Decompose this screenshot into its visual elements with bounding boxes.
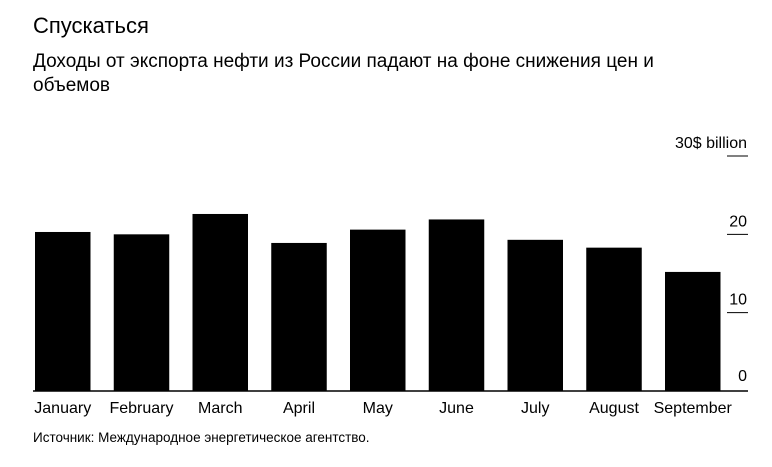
bar-may: [350, 229, 406, 391]
y-tick-label-30: 30$ billion: [675, 135, 747, 152]
x-tick-label-february: February: [109, 400, 173, 417]
bar-august: [586, 247, 642, 391]
x-tick-label-march: March: [198, 400, 242, 417]
x-tick-label-january: January: [34, 400, 91, 417]
y-tick-label-10: 10: [729, 292, 747, 309]
bar-february: [113, 234, 170, 391]
x-tick-label-may: May: [363, 400, 393, 417]
x-tick-label-august: August: [589, 400, 639, 417]
x-tick-label-june: June: [439, 400, 474, 417]
bars-group: [35, 213, 721, 391]
bar-june: [428, 219, 485, 391]
bar-january: [35, 231, 91, 391]
bar-september: [665, 271, 721, 391]
x-tick-label-april: April: [283, 400, 315, 417]
bar-april: [271, 242, 327, 391]
x-tick-label-july: July: [521, 400, 549, 417]
y-tick-label-20: 20: [729, 213, 747, 230]
source-note: Источник: Международное энергетическое а…: [33, 430, 370, 445]
chart-title: Спускаться: [33, 13, 149, 38]
bar-july: [507, 239, 563, 391]
x-tick-label-september: September: [654, 400, 733, 417]
y-axis: 0 10 20 30$ billion: [675, 135, 748, 385]
y-tick-label-0: 0: [738, 368, 747, 385]
chart-subtitle: Доходы от экспорта нефти из России падаю…: [33, 51, 654, 96]
bar-march: [192, 213, 248, 391]
x-axis-labels: January February March April May June July Augu…: [34, 400, 732, 417]
